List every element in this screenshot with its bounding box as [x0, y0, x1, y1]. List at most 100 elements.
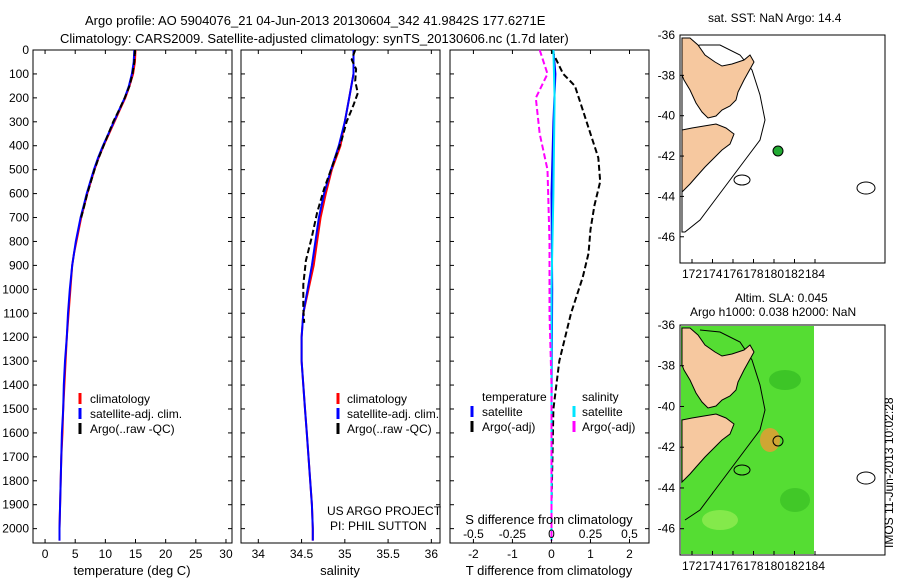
temperature-axis-label: temperature (deg C): [73, 563, 190, 578]
sla-anomaly-patch: [702, 510, 738, 530]
imos-timestamp: IMOS 11-Jun-2013 10:02:28: [882, 397, 896, 548]
series-line-satellite-adj-clim-: [58, 49, 136, 541]
depth-tick-label: 800: [9, 234, 29, 248]
sla-map-subtitle: Argo h1000: 0.038 h2000: NaN: [690, 305, 856, 319]
legend-t-satellite: satellite: [482, 405, 523, 419]
legend-satellite-adj: satellite-adj. clim.: [347, 407, 439, 421]
x-tick-label: 34.5: [290, 547, 314, 561]
chatham-rise-contour: [733, 464, 751, 476]
depth-tick-label: 1800: [2, 474, 29, 488]
map-y-tick-label: -46: [658, 230, 676, 244]
profile-lines: [58, 49, 602, 541]
sla-anomaly-patch: [780, 488, 810, 512]
map-x-tick-label: 172: [682, 267, 702, 281]
map-y-tick-label: -44: [658, 189, 676, 203]
depth-tick-label: 500: [9, 163, 29, 177]
sla-map-title: Altim. SLA: 0.045: [735, 291, 828, 305]
salinity-panel-frame: [240, 49, 441, 544]
sla-anomaly-patch: [760, 428, 780, 452]
depth-tick-label: 400: [9, 139, 29, 153]
sst-depth-contour: [681, 44, 766, 233]
map-x-tick-label: 172: [682, 559, 702, 573]
map-x-tick-label: 178: [743, 267, 763, 281]
s-difference-axis-label: S difference from climatology: [465, 512, 633, 527]
series-line-climatology: [58, 49, 137, 541]
map-y-tick-label: -46: [658, 522, 676, 536]
depth-axis: 0 100 200 300 400 500 600 700 800 900 1000 1100 1200…: [2, 43, 649, 536]
depth-tick-label: 1300: [2, 354, 29, 368]
depth-tick-label: 1100: [3, 306, 29, 320]
north-island-land: [681, 37, 755, 119]
legend-s-argo: Argo(-adj): [582, 420, 635, 434]
depth-tick-label: 0: [22, 43, 29, 57]
depth-tick-label: 100: [9, 67, 29, 81]
x-tick-label: 35.5: [376, 547, 400, 561]
series-line-salinity-argo-adj-: [534, 49, 553, 541]
series-line-satellite-adj-clim-: [300, 50, 355, 541]
argo-float-marker: [772, 145, 784, 157]
depth-tick-label: 2000: [2, 522, 29, 536]
depth-tick-label: 1200: [2, 330, 29, 344]
depth-tick-label: 1900: [2, 498, 29, 512]
header-subtitle: Climatology: CARS2009. Satellite-adjuste…: [60, 31, 569, 46]
project-annotation: US ARGO PROJECT: [327, 504, 442, 518]
map-x-tick-label: 174: [702, 267, 722, 281]
x-tick-label: -2: [468, 547, 479, 561]
difference-legend: temperature satellite Argo(-adj) salinit…: [470, 390, 635, 434]
depth-tick-label: 700: [9, 211, 29, 225]
map-y-tick-label: -36: [658, 28, 676, 42]
x-tick-label: 1: [587, 547, 594, 561]
map-x-tick-label: 178: [743, 559, 763, 573]
map-x-tick-label: 174: [702, 559, 722, 573]
map-x-tick-label: 176: [723, 267, 743, 281]
header-title: Argo profile: AO 5904076_21 04-Jun-2013 …: [85, 13, 546, 28]
map-axes: 172 174 176 178 180 182 184-36-38-40-42-44-461…: [658, 28, 826, 573]
legend-s-satellite: satellite: [582, 405, 623, 419]
pi-annotation: PI: PHIL SUTTON: [330, 519, 427, 533]
legend-climatology: climatology: [90, 392, 150, 406]
map-x-tick-label: 176: [723, 559, 743, 573]
map-y-tick-label: -36: [658, 318, 676, 332]
x-tick-label: 34: [252, 547, 266, 561]
x-tick-label: 2: [626, 547, 633, 561]
x-tick-label: 30: [219, 547, 233, 561]
map-x-tick-label: 182: [784, 267, 804, 281]
sla-anomaly-patch: [769, 370, 801, 390]
depth-tick-label: 1700: [2, 450, 29, 464]
series-line-argo-raw-qc-: [302, 49, 359, 323]
argo-float-marker: [772, 435, 784, 447]
s-x-tick-label: -0.5: [463, 527, 484, 541]
x-tick-label: 5: [72, 547, 79, 561]
legend-satellite-adj: satellite-adj. clim.: [90, 407, 182, 421]
x-tick-label: 35: [338, 547, 352, 561]
depth-tick-label: 1400: [2, 378, 29, 392]
t-difference-axis-label: T difference from climatology: [466, 563, 633, 578]
x-tick-label: -1: [507, 547, 518, 561]
salinity-axis-label: salinity: [320, 563, 360, 578]
map-y-tick-label: -42: [658, 440, 676, 454]
legend-t-argo: Argo(-adj): [482, 420, 535, 434]
series-line-argo-raw-qc-: [80, 49, 136, 218]
x-tick-label: 0: [42, 547, 49, 561]
map-y-tick-label: -42: [658, 149, 676, 163]
s-x-tick-label: -0.25: [499, 527, 527, 541]
s-x-tick-label: 0.25: [579, 527, 603, 541]
x-axes: 0 5 10 15 20 25 30 34 34.5 35 35.5 36 -2 -1 0 1 2 -0.5 -0.…: [42, 50, 638, 561]
x-tick-label: 10: [99, 547, 113, 561]
depth-tick-label: 1500: [2, 402, 29, 416]
map-x-tick-label: 184: [805, 267, 825, 281]
south-island-land: [681, 413, 735, 484]
legend-salinity-title: salinity: [582, 390, 619, 404]
s-x-tick-label: 0: [548, 527, 555, 541]
temperature-legend: climatology satellite-adj. clim. Argo(..…: [78, 392, 182, 436]
x-tick-label: 25: [189, 547, 203, 561]
map-y-tick-label: -40: [658, 399, 676, 413]
map-x-tick-label: 180: [764, 559, 784, 573]
x-tick-label: 20: [159, 547, 173, 561]
legend-temperature-title: temperature: [482, 390, 547, 404]
map-x-tick-label: 182: [784, 559, 804, 573]
x-tick-label: 0: [548, 547, 555, 561]
map-y-tick-label: -44: [658, 481, 676, 495]
sla-map: [681, 326, 876, 554]
